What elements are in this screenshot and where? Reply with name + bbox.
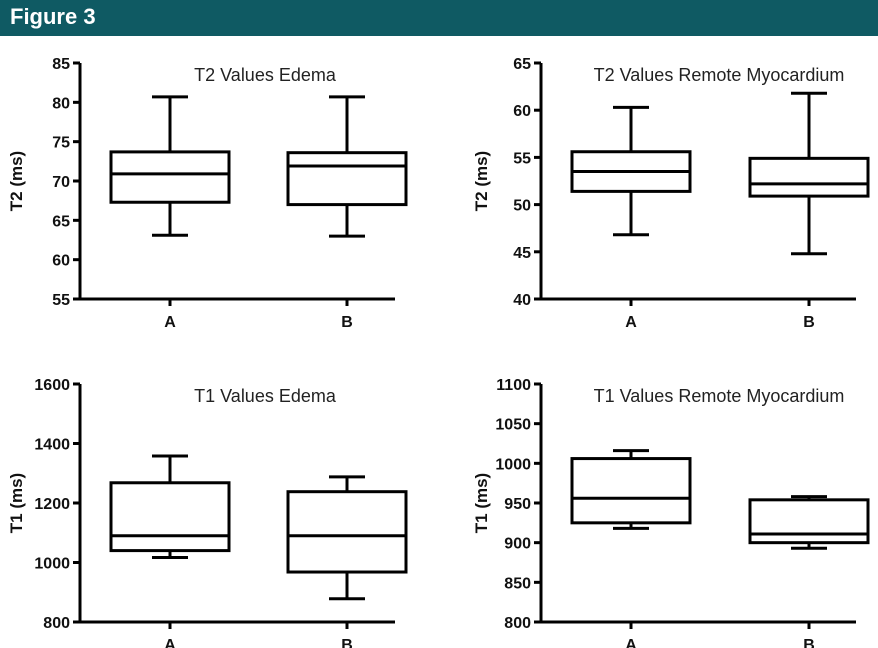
panel-3-title: T1 Values Edema [194,386,337,406]
panel-2-xtick-label: B [803,314,815,331]
figure-panels: T2 Values Edema T2 (ms) 55 60 65 70 75 80 85 A B T2… [7,56,870,648]
figure-header-bar: Figure 3 [0,0,878,36]
panel-4-ytick-label: 800 [504,615,531,632]
panel-4-ytick-label: 950 [504,496,531,513]
panel-1-xtick-label: B [341,314,353,331]
panel-1-ytick-label: 55 [52,292,70,309]
panel-4-ylabel: T1 (ms) [472,473,491,533]
panel-2-ytick-label: 40 [513,292,531,309]
panel-3-ytick-label: 1000 [34,556,70,573]
panel-2-box-b-iqr-box [748,156,870,198]
panel-1-ytick-label: 65 [52,213,70,230]
panel-1-ytick-label: 85 [52,56,70,73]
panel-3-ytick-label: 1200 [34,496,70,513]
panel-2-ytick-label: 45 [513,245,531,262]
panel-2-ytick-label: 60 [513,103,531,120]
panel-1-ytick-label: 70 [52,174,70,191]
panel-1-box-a-iqr-box [109,150,231,204]
panel-2-ytick-label: 50 [513,198,531,215]
panel-3-box-a-iqr-box [109,481,231,553]
panel-1-ylabel: T2 (ms) [7,151,26,211]
panel-3-ytick-label: 1600 [34,377,70,394]
panel-3-ylabel: T1 (ms) [7,473,26,533]
panel-3-xtick-label: B [341,637,353,648]
panel-4-ytick-label: 900 [504,536,531,553]
panel-4-ytick-label: 850 [504,575,531,592]
panel-4-ytick-label: 1000 [495,456,531,473]
panel-4-title: T1 Values Remote Myocardium [594,386,845,406]
panel-1-xtick-label: A [164,314,176,331]
panel-4-box-a-iqr-box [570,457,692,525]
panel-2-ylabel: T2 (ms) [472,151,491,211]
panel-4-ytick-label: 1100 [496,377,531,394]
panel-4-ytick-label: 1050 [495,417,531,434]
panel-3-xtick-label: A [164,637,176,648]
panel-2-xtick-label: A [625,314,637,331]
panel-1-ytick-label: 80 [52,95,70,112]
panel-3-box-b-iqr-box [286,490,408,574]
panel-3-ytick-label: 800 [43,615,70,632]
panel-4-xtick-label: B [803,637,815,648]
panel-2-title: T2 Values Remote Myocardium [594,65,845,85]
figure-label: Figure 3 [10,4,96,29]
panel-3-ytick-label: 1400 [34,437,70,454]
panel-2-ytick-label: 55 [513,150,531,167]
panel-2-ytick-label: 65 [513,56,531,73]
panel-1-ytick-label: 60 [52,253,70,270]
panel-1-title: T2 Values Edema [194,65,337,85]
panel-1-ytick-label: 75 [52,135,70,152]
panel-4-xtick-label: A [625,637,637,648]
panel-1-box-b-iqr-box [286,151,408,207]
panel-4-box-b-iqr-box [748,498,870,545]
